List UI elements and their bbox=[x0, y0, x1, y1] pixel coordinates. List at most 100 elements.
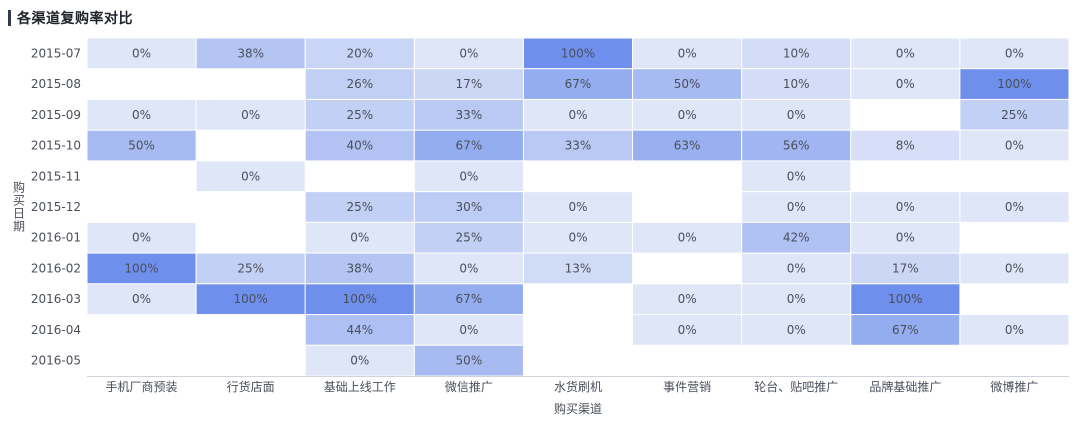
cell-value-label: 26% bbox=[346, 77, 373, 91]
x-tick-label: 水货刷机 bbox=[554, 379, 602, 394]
y-tick-label: 2015-12 bbox=[31, 200, 81, 214]
heatmap-cell bbox=[195, 252, 306, 285]
cell-value-label: 0% bbox=[1005, 200, 1024, 214]
cell-value-label: 13% bbox=[565, 261, 592, 275]
heatmap-cell bbox=[741, 160, 852, 193]
cell-value-label: 40% bbox=[346, 139, 373, 153]
cell-value-label: 67% bbox=[456, 139, 483, 153]
heatmap-cell bbox=[413, 37, 524, 70]
heatmap-cell bbox=[850, 191, 961, 223]
cell-value-label: 67% bbox=[456, 292, 483, 306]
heatmap-cell bbox=[741, 129, 852, 162]
x-tick-label: 轮台、贴吧推广 bbox=[754, 379, 838, 394]
heatmap-cell bbox=[86, 98, 197, 131]
cell-value-label: 25% bbox=[346, 200, 373, 214]
heatmap-cell bbox=[850, 129, 961, 162]
cell-value-label: 100% bbox=[343, 292, 377, 306]
cell-value-label: 25% bbox=[1001, 108, 1028, 122]
heatmap-cell bbox=[632, 221, 743, 254]
y-tick-label: 2015-11 bbox=[31, 169, 81, 183]
heatmap-cell bbox=[413, 221, 524, 254]
cell-value-label: 0% bbox=[568, 108, 587, 122]
heatmap-cell bbox=[522, 68, 634, 100]
title-accent-bar bbox=[8, 10, 11, 26]
cell-value-label: 17% bbox=[456, 77, 483, 91]
cell-value-label: 44% bbox=[346, 323, 373, 337]
heatmap-cell bbox=[413, 314, 524, 346]
y-axis-title-char: 期 bbox=[13, 220, 25, 234]
heatmap-cell bbox=[741, 252, 852, 285]
cell-value-label: 33% bbox=[456, 108, 483, 122]
cell-value-label: 0% bbox=[241, 108, 260, 122]
cell-value-label: 10% bbox=[783, 77, 810, 91]
heatmap-cell bbox=[195, 98, 306, 131]
chart-title-block: 各渠道复购率对比 bbox=[8, 8, 133, 28]
y-axis-title-char: 购 bbox=[13, 180, 25, 195]
x-tick-label: 品牌基础推广 bbox=[869, 380, 941, 394]
heatmap-cell bbox=[304, 191, 415, 223]
heatmap-cell bbox=[632, 98, 743, 131]
heatmap-cell bbox=[959, 129, 1070, 162]
heatmap-cell bbox=[959, 252, 1070, 285]
heatmap-cell bbox=[632, 37, 743, 70]
x-tick-label: 事件营销 bbox=[663, 380, 711, 394]
cell-value-label: 100% bbox=[561, 46, 595, 60]
cell-value-label: 0% bbox=[678, 108, 697, 122]
cell-value-label: 0% bbox=[350, 354, 369, 368]
heatmap-cell bbox=[304, 314, 415, 346]
cell-value-label: 0% bbox=[132, 231, 151, 245]
y-tick-label: 2016-05 bbox=[31, 354, 81, 368]
cell-value-label: 0% bbox=[132, 46, 151, 60]
cell-value-label: 38% bbox=[346, 261, 373, 275]
cell-value-label: 100% bbox=[888, 292, 922, 306]
cell-value-label: 0% bbox=[1005, 323, 1024, 337]
cell-value-label: 0% bbox=[459, 46, 478, 60]
cell-value-label: 0% bbox=[787, 200, 806, 214]
heatmap-cell bbox=[195, 160, 306, 193]
heatmap-cell bbox=[413, 98, 524, 131]
cell-value-label: 50% bbox=[128, 139, 155, 153]
heatmap-cell bbox=[413, 283, 524, 316]
cell-value-label: 0% bbox=[896, 231, 915, 245]
heatmap-cell bbox=[850, 283, 961, 316]
y-tick-label: 2016-04 bbox=[31, 323, 81, 337]
cell-value-label: 0% bbox=[459, 261, 478, 275]
cell-value-label: 100% bbox=[124, 261, 158, 275]
cell-value-label: 10% bbox=[783, 46, 810, 60]
cell-value-label: 0% bbox=[787, 108, 806, 122]
heatmap-cell bbox=[850, 221, 961, 254]
heatmap-cell bbox=[522, 252, 634, 285]
heatmap-cell bbox=[632, 314, 743, 346]
heatmap-cell bbox=[304, 37, 415, 70]
heatmap-cell bbox=[850, 252, 961, 285]
cell-value-label: 0% bbox=[1005, 261, 1024, 275]
cell-value-label: 25% bbox=[346, 108, 373, 122]
cell-value-label: 42% bbox=[783, 231, 810, 245]
heatmap-cells bbox=[86, 37, 1070, 377]
cell-value-label: 17% bbox=[892, 261, 919, 275]
heatmap-cell bbox=[959, 191, 1070, 223]
heatmap-cell-labels: 0% 38% 20% 0% 100% 0% 10% 0% 0% 26% 17% 67% 50% 10% 0%… bbox=[124, 46, 1031, 367]
chart-title: 各渠道复购率对比 bbox=[17, 11, 133, 27]
y-tick-label: 2016-03 bbox=[31, 292, 81, 306]
y-axis-title-char: 日 bbox=[13, 207, 25, 221]
cell-value-label: 100% bbox=[997, 77, 1031, 91]
cell-value-label: 25% bbox=[456, 231, 483, 245]
heatmap-cell bbox=[959, 68, 1070, 100]
heatmap-cell bbox=[86, 37, 197, 70]
cell-value-label: 0% bbox=[132, 108, 151, 122]
cell-value-label: 0% bbox=[1005, 139, 1024, 153]
heatmap-cell bbox=[959, 314, 1070, 346]
heatmap-cell bbox=[413, 344, 524, 377]
y-tick-label: 2015-09 bbox=[31, 108, 81, 122]
heatmap-cell bbox=[304, 283, 415, 316]
cell-value-label: 0% bbox=[678, 46, 697, 60]
heatmap-cell bbox=[413, 68, 524, 100]
cell-value-label: 0% bbox=[896, 77, 915, 91]
cell-value-label: 63% bbox=[674, 139, 701, 153]
cell-value-label: 0% bbox=[678, 231, 697, 245]
heatmap-cell bbox=[522, 191, 634, 223]
cell-value-label: 0% bbox=[678, 323, 697, 337]
